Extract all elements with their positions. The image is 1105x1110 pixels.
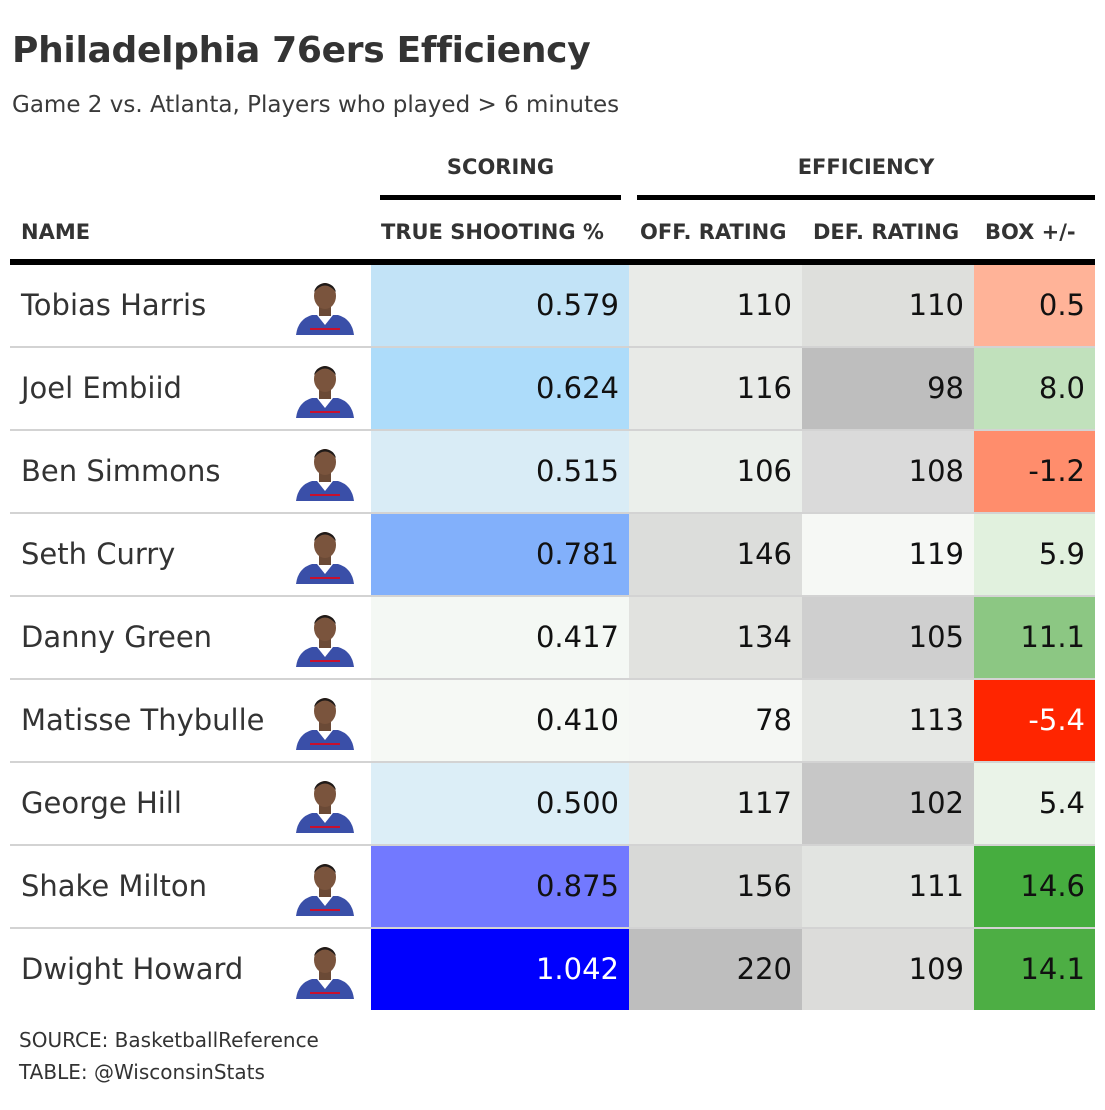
player-headshot	[280, 597, 371, 678]
header-rule	[10, 259, 1095, 265]
cell-def-rating: 108	[802, 431, 974, 512]
table-row: Matisse Thybulle 0.410 78 113 -5.4	[10, 680, 1095, 763]
cell-off-rating: 146	[629, 514, 802, 595]
table-body: Tobias Harris 0.579 110 110 0.5 Joel Embiid 0.…	[10, 265, 1095, 1012]
player-name: Dwight Howard	[21, 952, 244, 986]
table-credit-line: TABLE: @WisconsinStats	[19, 1060, 265, 1084]
efficiency-spanner: EFFICIENCY	[637, 150, 1095, 200]
player-name: Tobias Harris	[21, 288, 207, 322]
player-headshot	[280, 348, 371, 429]
player-headshot	[280, 431, 371, 512]
scoring-spanner: SCORING	[380, 150, 621, 200]
cell-off-rating: 117	[629, 763, 802, 844]
table-row: Seth Curry 0.781 146 119 5.9	[10, 514, 1095, 597]
player-headshot-icon	[296, 283, 354, 335]
cell-def-rating: 111	[802, 846, 974, 927]
cell-off-rating: 134	[629, 597, 802, 678]
table-row: Danny Green 0.417 134 105 11.1	[10, 597, 1095, 680]
column-header-off-rating: OFF. RATING	[640, 220, 787, 244]
cell-def-rating: 110	[802, 265, 974, 346]
cell-box-plus-minus: 5.4	[974, 763, 1095, 844]
player-headshot	[280, 680, 371, 761]
player-headshot-icon	[296, 615, 354, 667]
player-headshot-icon	[296, 947, 354, 999]
source-note: SOURCE: BasketballReference TABLE: @Wisc…	[19, 1024, 319, 1088]
table-row: Joel Embiid 0.624 116 98 8.0	[10, 348, 1095, 431]
column-header-true-shooting: TRUE SHOOTING %	[381, 220, 604, 244]
cell-def-rating: 119	[802, 514, 974, 595]
table-subtitle: Game 2 vs. Atlanta, Players who played >…	[12, 92, 620, 118]
column-header-def-rating: DEF. RATING	[813, 220, 960, 244]
cell-true-shooting: 0.515	[371, 431, 629, 512]
player-headshot-icon	[296, 698, 354, 750]
player-headshot	[280, 846, 371, 927]
cell-off-rating: 156	[629, 846, 802, 927]
table-row: Tobias Harris 0.579 110 110 0.5	[10, 265, 1095, 348]
cell-def-rating: 113	[802, 680, 974, 761]
player-name: Ben Simmons	[21, 454, 221, 488]
cell-off-rating: 220	[629, 929, 802, 1010]
player-name: Joel Embiid	[21, 371, 182, 405]
player-headshot-icon	[296, 864, 354, 916]
cell-box-plus-minus: 11.1	[974, 597, 1095, 678]
cell-box-plus-minus: 14.6	[974, 846, 1095, 927]
cell-def-rating: 98	[802, 348, 974, 429]
player-name: George Hill	[21, 786, 182, 820]
cell-true-shooting: 0.875	[371, 846, 629, 927]
cell-off-rating: 106	[629, 431, 802, 512]
cell-true-shooting: 1.042	[371, 929, 629, 1010]
cell-box-plus-minus: 14.1	[974, 929, 1095, 1010]
cell-box-plus-minus: 5.9	[974, 514, 1095, 595]
table-row: George Hill 0.500 117 102 5.4	[10, 763, 1095, 846]
table-title: Philadelphia 76ers Efficiency	[12, 30, 591, 71]
player-headshot-icon	[296, 781, 354, 833]
column-header-box-plus-minus: BOX +/-	[985, 220, 1076, 244]
cell-true-shooting: 0.624	[371, 348, 629, 429]
player-name: Matisse Thybulle	[21, 703, 265, 737]
cell-true-shooting: 0.410	[371, 680, 629, 761]
table-row: Shake Milton 0.875 156 111 14.6	[10, 846, 1095, 929]
player-name: Shake Milton	[21, 869, 208, 903]
table-row: Ben Simmons 0.515 106 108 -1.2	[10, 431, 1095, 514]
player-headshot	[280, 514, 371, 595]
cell-box-plus-minus: 0.5	[974, 265, 1095, 346]
player-headshot	[280, 265, 371, 346]
table-row: Dwight Howard 1.042 220 109 14.1	[10, 929, 1095, 1012]
cell-box-plus-minus: -1.2	[974, 431, 1095, 512]
player-headshot-icon	[296, 449, 354, 501]
cell-def-rating: 105	[802, 597, 974, 678]
player-headshot-icon	[296, 532, 354, 584]
cell-true-shooting: 0.417	[371, 597, 629, 678]
source-line: SOURCE: BasketballReference	[19, 1028, 319, 1052]
cell-def-rating: 109	[802, 929, 974, 1010]
player-headshot-icon	[296, 366, 354, 418]
cell-off-rating: 78	[629, 680, 802, 761]
cell-true-shooting: 0.579	[371, 265, 629, 346]
cell-box-plus-minus: -5.4	[974, 680, 1095, 761]
cell-true-shooting: 0.500	[371, 763, 629, 844]
cell-off-rating: 116	[629, 348, 802, 429]
cell-def-rating: 102	[802, 763, 974, 844]
cell-off-rating: 110	[629, 265, 802, 346]
player-headshot	[280, 763, 371, 844]
cell-true-shooting: 0.781	[371, 514, 629, 595]
player-headshot	[280, 929, 371, 1010]
player-name: Danny Green	[21, 620, 213, 654]
player-name: Seth Curry	[21, 537, 176, 571]
cell-box-plus-minus: 8.0	[974, 348, 1095, 429]
column-header-name: NAME	[21, 220, 91, 244]
